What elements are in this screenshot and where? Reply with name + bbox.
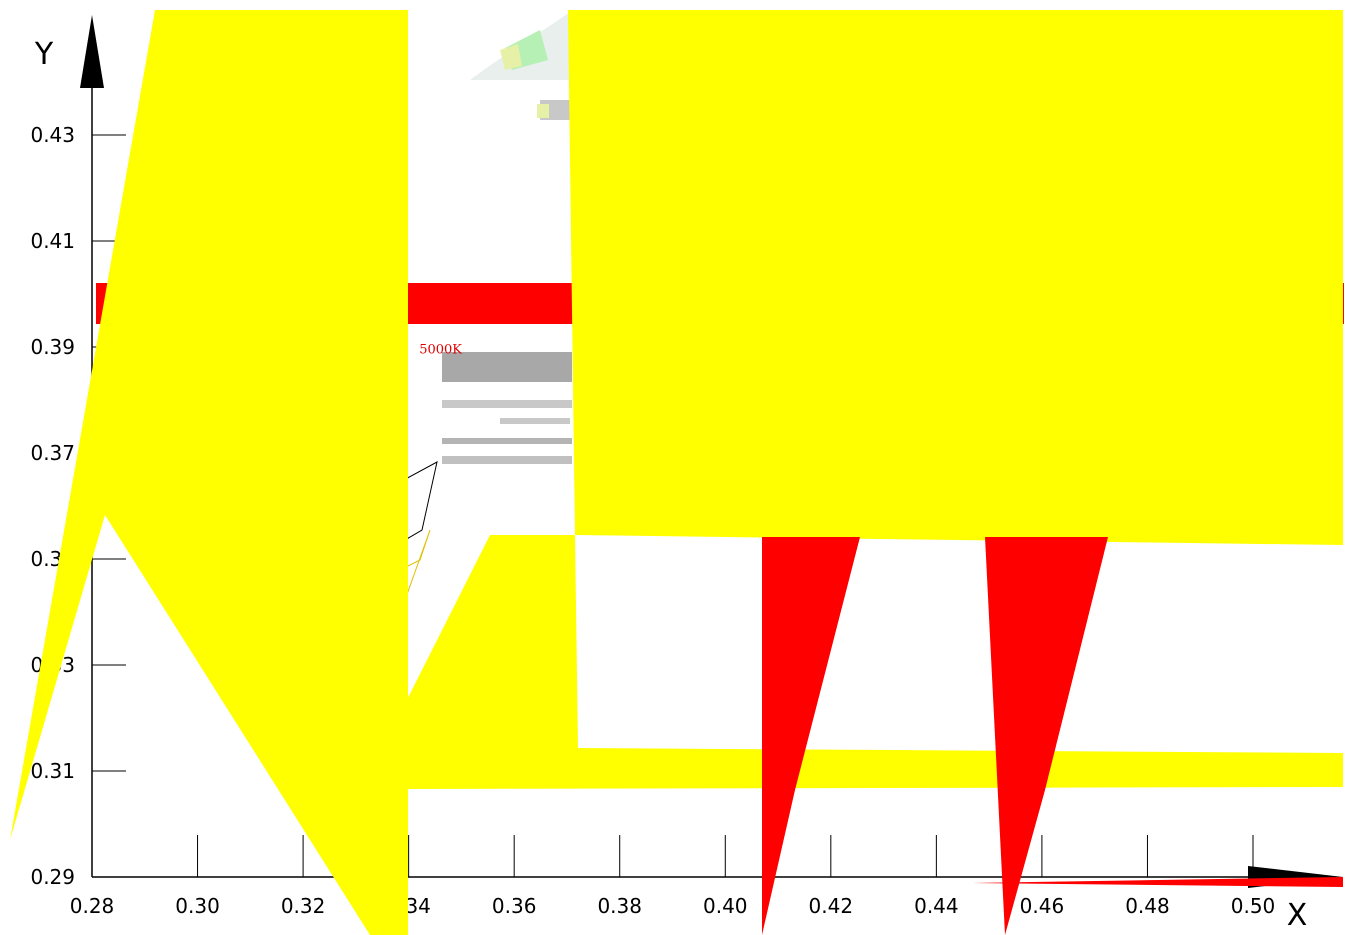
band-strip: [442, 438, 572, 444]
band-strip-gray: [442, 352, 572, 382]
band-strip-yellow: [537, 104, 549, 118]
x-tick-label: 0.50: [1231, 894, 1276, 918]
x-tick-label: 0.30: [175, 894, 220, 918]
x-tick-label: 0.40: [703, 894, 748, 918]
band-strip: [442, 456, 572, 464]
yellow-shape-overlay-bottom: [362, 535, 1343, 789]
y-tick-label: 0.43: [30, 123, 75, 147]
red-sliver-overlay: [972, 877, 1343, 887]
y-tick-label: 0.41: [30, 229, 75, 253]
x-tick-label: 0.28: [70, 894, 115, 918]
y-tick-label: 0.37: [30, 441, 75, 465]
y-tick-label: 0.29: [30, 865, 75, 889]
y-tick-label: 0.39: [30, 335, 75, 359]
red-wedge-overlay-1: [762, 537, 860, 935]
yellow-shape-overlay-left: [10, 10, 408, 935]
x-tick-label: 0.48: [1125, 894, 1170, 918]
y-tick-label: 0.31: [30, 759, 75, 783]
x-tick-label: 0.38: [597, 894, 642, 918]
ellipse-wedge-yellow: [500, 44, 522, 70]
x-tick-label: 0.36: [492, 894, 537, 918]
y-axis-arrow: [80, 15, 104, 88]
x-tick-label: 0.32: [281, 894, 326, 918]
x-tick-label: 0.46: [1020, 894, 1065, 918]
red-wedge-overlay-2: [985, 537, 1108, 935]
annotations: 5000K: [419, 342, 462, 357]
band-strip: [500, 418, 570, 424]
cct-band-layer: [442, 12, 572, 464]
x-tick-label: 0.44: [914, 894, 959, 918]
y-axis-label: Y: [34, 37, 54, 72]
overlay-shapes: [10, 10, 1344, 935]
band-strip: [442, 400, 572, 408]
x-tick-label: 0.42: [809, 894, 854, 918]
cct-annotation-label: 5000K: [419, 342, 462, 357]
x-axis-label: X: [1287, 898, 1308, 933]
yellow-shape-overlay-right: [568, 10, 1343, 545]
